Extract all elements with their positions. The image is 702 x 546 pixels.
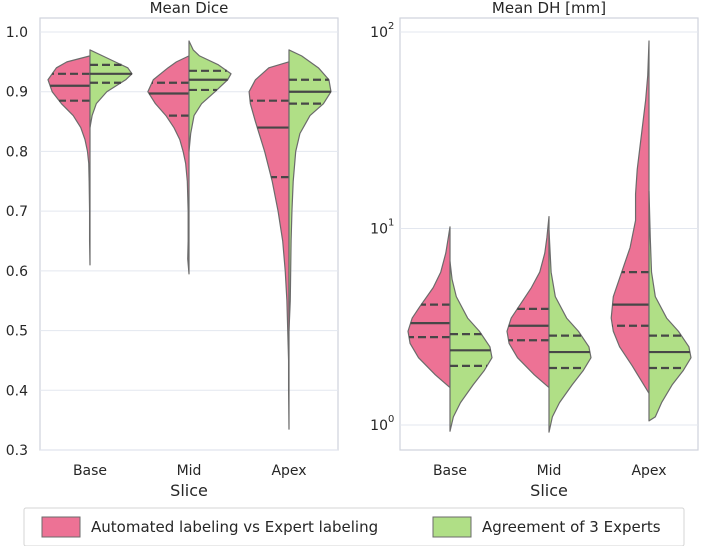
legend: Automated labeling vs Expert labeling Ag… <box>23 507 685 546</box>
x-tick-label: Base <box>73 463 107 479</box>
x-ticks-mean-dice: Base Mid Apex <box>73 463 307 479</box>
y-tick-label: 0.9 <box>6 85 28 101</box>
violins-mean-dice <box>47 40 332 430</box>
y-tick-label: 0.4 <box>6 383 28 399</box>
violin-mid-automated <box>506 215 550 389</box>
legend-swatch-experts <box>432 516 472 538</box>
y-ticks-mean-dice: 0.3 0.4 0.5 0.6 0.7 0.8 0.9 1.0 <box>6 25 28 459</box>
x-tick-label: Apex <box>271 463 306 479</box>
violin-mid-experts <box>188 40 232 153</box>
panel-mean-dice: 0.3 0.4 0.5 0.6 0.7 0.8 0.9 1.0 Base Mid Apex Mea… <box>6 0 339 500</box>
violin-apex-experts <box>648 190 692 422</box>
violins-mean-dh <box>407 40 692 433</box>
chart-title-mean-dh: Mean DH [mm] <box>492 0 606 17</box>
violin-mid-automated <box>147 55 190 275</box>
legend-label-experts: Agreement of 3 Experts <box>482 518 661 536</box>
legend-swatch-automated <box>41 516 81 538</box>
y-tick-exponent: 2 <box>388 21 394 32</box>
legend-label-automated: Automated labeling vs Expert labeling <box>91 518 378 536</box>
violin-apex-automated <box>248 61 290 430</box>
x-tick-label: Mid <box>537 463 562 479</box>
y-tick-label: 0.7 <box>6 204 28 220</box>
y-tick-exponent: 0 <box>388 414 394 425</box>
x-tick-label: Base <box>433 463 467 479</box>
violin-mid-experts <box>548 229 592 433</box>
violin-base-experts <box>449 260 493 432</box>
y-tick-label: 0.5 <box>6 324 28 340</box>
y-tick-label: 0.3 <box>6 443 28 459</box>
violin-base-automated <box>47 55 91 266</box>
x-ticks-mean-dh: Base Mid Apex <box>433 463 667 479</box>
y-tick-label: 0.8 <box>6 144 28 160</box>
y-tick-label: 10 <box>370 222 388 238</box>
y-tick-exponent: 1 <box>388 218 394 229</box>
chart-title-mean-dice: Mean Dice <box>150 0 229 17</box>
y-tick-label: 1.0 <box>6 25 28 41</box>
violin-base-automated <box>407 226 451 389</box>
y-tick-label: 0.6 <box>6 264 28 280</box>
x-tick-label: Apex <box>631 463 666 479</box>
x-axis-label-mean-dh: Slice <box>530 481 568 500</box>
y-tick-label: 10 <box>370 25 388 41</box>
y-tick-label: 10 <box>370 418 388 434</box>
legend-box <box>23 507 685 546</box>
x-tick-label: Mid <box>177 463 202 479</box>
violin-apex-experts <box>288 49 332 332</box>
x-axis-label-mean-dice: Slice <box>170 481 208 500</box>
